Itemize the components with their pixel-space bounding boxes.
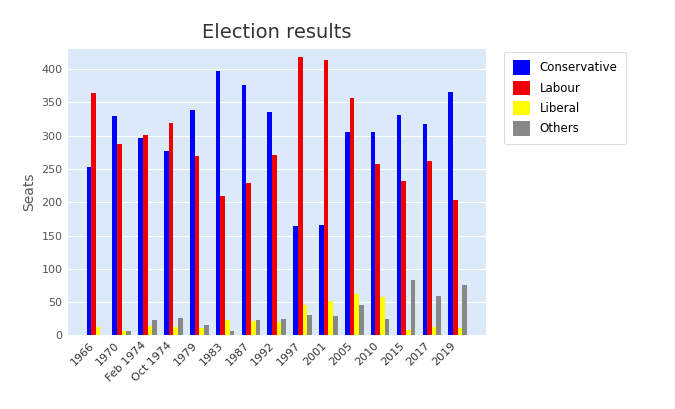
- Bar: [380, 297, 385, 335]
- Bar: [294, 225, 298, 335]
- Bar: [319, 225, 324, 335]
- Bar: [199, 328, 204, 335]
- Bar: [406, 330, 410, 335]
- Bar: [173, 327, 178, 335]
- Bar: [178, 318, 183, 335]
- Bar: [246, 183, 251, 335]
- Legend: Conservative, Labour, Liberal, Others: Conservative, Labour, Liberal, Others: [504, 52, 626, 144]
- Bar: [432, 327, 437, 335]
- Bar: [333, 316, 338, 335]
- Bar: [242, 85, 246, 335]
- Bar: [345, 132, 350, 335]
- Bar: [298, 57, 302, 335]
- Bar: [272, 155, 277, 335]
- Bar: [138, 138, 143, 335]
- Bar: [190, 110, 194, 335]
- Bar: [371, 132, 375, 335]
- Bar: [402, 181, 406, 335]
- Bar: [86, 167, 91, 335]
- Bar: [437, 296, 441, 335]
- Bar: [277, 322, 281, 335]
- Bar: [458, 328, 462, 335]
- Bar: [448, 92, 453, 335]
- Bar: [221, 196, 225, 335]
- Bar: [96, 327, 101, 335]
- Bar: [194, 156, 199, 335]
- Bar: [397, 115, 402, 335]
- Bar: [230, 331, 234, 335]
- Bar: [354, 294, 359, 335]
- Bar: [117, 144, 122, 335]
- Bar: [423, 124, 427, 335]
- Bar: [453, 200, 458, 335]
- Bar: [256, 320, 260, 335]
- Bar: [267, 112, 272, 335]
- Bar: [375, 164, 380, 335]
- Bar: [204, 325, 209, 335]
- Bar: [122, 331, 126, 335]
- Bar: [152, 320, 157, 335]
- Bar: [350, 98, 354, 335]
- Bar: [359, 305, 364, 335]
- Bar: [164, 151, 169, 335]
- Bar: [169, 123, 173, 335]
- Bar: [143, 135, 148, 335]
- Bar: [251, 321, 256, 335]
- Bar: [112, 116, 117, 335]
- Y-axis label: Seats: Seats: [22, 173, 36, 211]
- Bar: [148, 326, 152, 335]
- Bar: [216, 71, 221, 335]
- Bar: [281, 319, 286, 335]
- Bar: [410, 280, 415, 335]
- Bar: [427, 161, 432, 335]
- Bar: [91, 93, 96, 335]
- Bar: [302, 305, 307, 335]
- Bar: [324, 61, 329, 335]
- Title: Election results: Election results: [202, 23, 352, 42]
- Bar: [329, 301, 333, 335]
- Bar: [126, 331, 131, 335]
- Bar: [225, 320, 230, 335]
- Bar: [307, 315, 312, 335]
- Bar: [385, 319, 389, 335]
- Bar: [462, 285, 467, 335]
